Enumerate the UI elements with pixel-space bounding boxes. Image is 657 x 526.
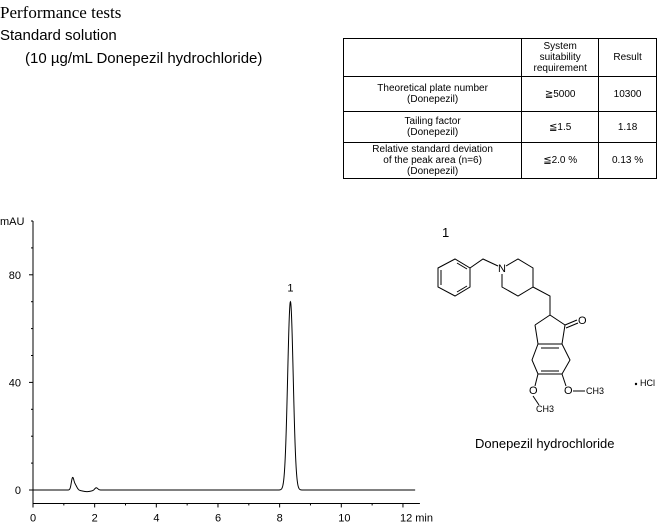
item-line: Tailing factor [404,116,461,127]
salt-label: HCl [640,378,655,388]
item-line: Theoretical plate number [377,83,488,94]
requirement-cell: ≦2.0 % [521,142,600,179]
item-cell: Relative standard deviation of the peak a… [342,142,523,179]
header-cell: Result [598,38,657,77]
table-row: Relative standard deviation of the peak a… [342,142,657,179]
methyl-label: CH3 [586,386,604,396]
x-tick-label: 4 [153,512,159,524]
y-axis-label: mAU [0,216,25,228]
table-header-row: System suitability requirement Result [342,38,657,77]
item-line: (Donepezil) [407,94,459,105]
section-title: Standard solution [0,27,117,44]
oxygen-label: O [564,385,573,397]
oxygen-label: O [578,315,587,327]
result-cell: 0.13 % [598,142,657,179]
structure-number: 1 [442,225,449,240]
x-tick-label: 10 [338,512,350,524]
item-line: Relative standard deviation [372,144,493,155]
oxygen-label: O [529,385,538,397]
requirement-cell: ≧5000 [521,76,600,112]
system-suitability-table: System suitability requirement Result Th… [342,38,657,179]
header-cell [342,38,523,77]
x-tick-label: 6 [215,512,221,524]
y-tick-label: 0 [15,485,21,497]
chromatogram-trace [33,300,416,493]
item-line: (Donepezil) [407,127,459,138]
page-title: Performance tests [0,3,122,22]
x-tick-label: 0 [30,512,36,524]
table-row: Tailing factor (Donepezil) ≦1.5 1.18 [342,111,657,143]
x-tick-label: 8 [277,512,283,524]
sample-description: (10 µg/mL Donepezil hydrochloride) [25,50,263,67]
result-cell: 10300 [598,76,657,112]
item-line: of the peak area (n=6) [383,155,482,166]
piperidine-ring [501,258,534,297]
nitrogen-label: N [498,263,506,275]
y-tick-label: 40 [9,377,21,389]
benzene-ring [437,258,471,297]
methyl-label: CH3 [536,404,554,414]
result-cell: 1.18 [598,111,657,143]
benzyl-bond [469,258,499,269]
item-line: (Donepezil) [407,166,459,177]
x-tick-label: 12 min [400,512,433,524]
table-row: Theoretical plate number (Donepezil) ≧500… [342,76,657,112]
x-tick-label: 2 [92,512,98,524]
compound-name: Donepezil hydrochloride [475,436,614,451]
linker-bond [532,286,566,326]
peak-label: 1 [287,283,293,295]
y-tick-label: 80 [9,270,21,282]
item-cell: Tailing factor (Donepezil) [342,111,523,143]
